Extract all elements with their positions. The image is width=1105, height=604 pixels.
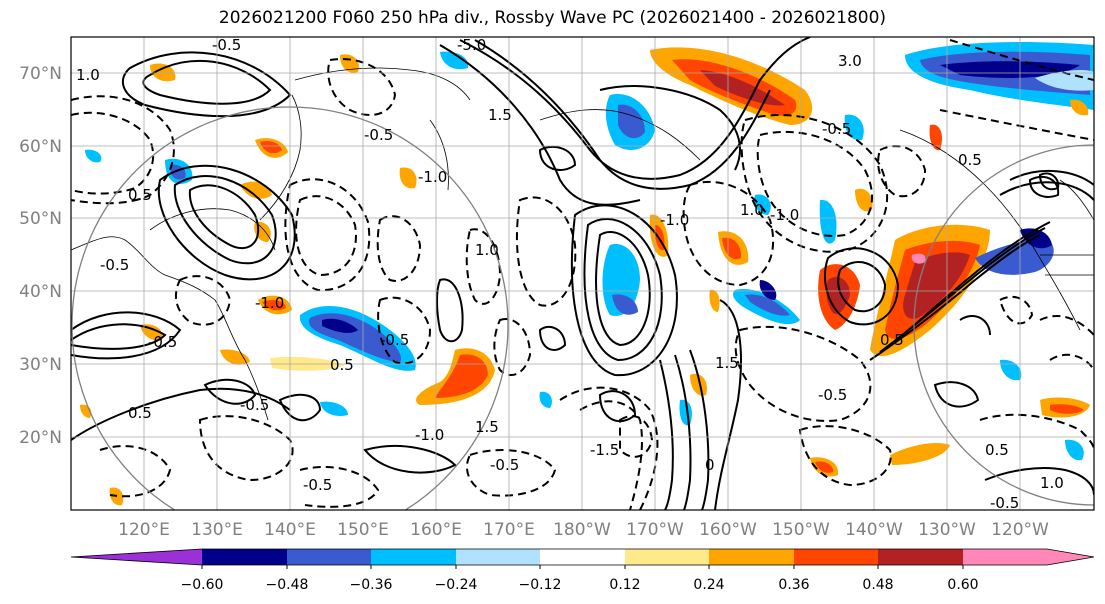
lon-tick: 120°E bbox=[118, 520, 170, 540]
contour-label: 1.0 bbox=[475, 241, 499, 259]
lat-tick: 60°N bbox=[19, 137, 62, 157]
colorbar-segment bbox=[456, 549, 540, 565]
contour-label: -1.0 bbox=[415, 426, 444, 444]
lon-tick: 130°E bbox=[191, 520, 243, 540]
contour-label: -0.5 bbox=[380, 331, 409, 349]
graticule bbox=[71, 37, 1094, 510]
colorbar-label: 0.48 bbox=[862, 577, 893, 593]
colorbar-segment bbox=[709, 549, 794, 565]
lon-tick: 150°E bbox=[337, 520, 389, 540]
contour-label: -0.5 bbox=[148, 333, 177, 351]
colorbar-label: −0.24 bbox=[435, 577, 478, 593]
lon-tick: 130°W bbox=[918, 520, 976, 540]
contour-label: -0.5 bbox=[240, 396, 269, 414]
contour-label: 1.0 bbox=[1040, 474, 1064, 492]
contour-label: -0.5 bbox=[303, 476, 332, 494]
contour-label: -1.5 bbox=[590, 441, 619, 459]
colorbar-label: −0.12 bbox=[519, 577, 562, 593]
contour-label: 0.5 bbox=[958, 151, 982, 169]
contour-label: -0.5 bbox=[364, 126, 393, 144]
contour-label: 1.5 bbox=[715, 354, 739, 372]
lon-tick: 150°W bbox=[772, 520, 830, 540]
contour-label: 0.5 bbox=[985, 441, 1009, 459]
lat-tick: 40°N bbox=[19, 282, 62, 302]
colorbar-segment bbox=[878, 549, 963, 565]
contour-label: -0.5 bbox=[100, 256, 129, 274]
colorbar-label: 0.24 bbox=[693, 577, 724, 593]
lat-tick: 70°N bbox=[19, 64, 62, 84]
colorbar-label: 0.36 bbox=[778, 577, 809, 593]
lon-tick: 170°W bbox=[626, 520, 684, 540]
contour-label: -1.0 bbox=[770, 206, 799, 224]
contour-label: 0.5 bbox=[330, 356, 354, 374]
lon-tick: 160°W bbox=[699, 520, 757, 540]
colorbar-segment bbox=[371, 549, 456, 565]
contour-label: 0.5 bbox=[128, 404, 152, 422]
lat-tick-labels: 70°N 60°N 50°N 40°N 30°N 20°N bbox=[19, 64, 62, 448]
colorbar-label: −0.48 bbox=[266, 577, 309, 593]
colorbar-label: 0.60 bbox=[947, 577, 978, 593]
contour-label: 1.0 bbox=[740, 201, 764, 219]
contour-label: 0.5 bbox=[128, 186, 152, 204]
contour-label: -1.0 bbox=[660, 211, 689, 229]
contour-label: -5.0 bbox=[457, 36, 486, 54]
contour-label: 1.5 bbox=[475, 418, 499, 436]
lon-tick: 120°W bbox=[991, 520, 1049, 540]
lon-tick: 140°W bbox=[845, 520, 903, 540]
contour-label: -0.5 bbox=[990, 494, 1019, 512]
map-title: 2026021200 F060 250 hPa div., Rossby Wav… bbox=[218, 8, 887, 28]
contour-label: 1.0 bbox=[76, 66, 100, 84]
contour-label: -1.0 bbox=[418, 168, 447, 186]
colorbar-segment bbox=[540, 549, 625, 565]
colorbar-segment bbox=[625, 549, 709, 565]
contour-label: -1.0 bbox=[255, 294, 284, 312]
colorbar-label: −0.36 bbox=[350, 577, 393, 593]
lat-tick: 30°N bbox=[19, 355, 62, 375]
plot-frame bbox=[70, 36, 1095, 511]
contour-label: 1.5 bbox=[488, 106, 512, 124]
lon-tick: 160°E bbox=[410, 520, 462, 540]
contour-label: 3.0 bbox=[838, 52, 862, 70]
contour-label: -0.5 bbox=[490, 456, 519, 474]
lon-tick: 140°E bbox=[264, 520, 316, 540]
colorbar-segment bbox=[287, 549, 371, 565]
contour-label: 0.5 bbox=[880, 331, 904, 349]
colorbar-segment bbox=[202, 549, 287, 565]
coastlines bbox=[71, 67, 1094, 421]
lon-tick-labels: 120°E 130°E 140°E 150°E 160°E 170°E 180°… bbox=[118, 520, 1049, 540]
colorbar bbox=[70, 548, 1095, 569]
lon-tick: 170°E bbox=[483, 520, 535, 540]
colorbar-labels: −0.60 −0.48 −0.36 −0.24 −0.12 0.12 0.24 … bbox=[181, 577, 979, 593]
contour-label: -0.5 bbox=[212, 36, 241, 54]
contour-label: -0.5 bbox=[818, 386, 847, 404]
lon-tick: 180°W bbox=[553, 520, 611, 540]
region-circle bbox=[913, 144, 1094, 506]
colorbar-segment bbox=[71, 549, 202, 565]
contour-label: 0 bbox=[705, 456, 715, 474]
colorbar-segment bbox=[963, 549, 1094, 565]
colorbar-label: 0.12 bbox=[609, 577, 640, 593]
contour-labels: -5.0 3.0 -0.5 1.0 1.5 -1.0 -0.5 0.5 -1.0… bbox=[76, 36, 1064, 512]
lat-tick: 20°N bbox=[19, 428, 62, 448]
colorbar-segment bbox=[794, 549, 878, 565]
contour-lines-dashed bbox=[71, 39, 1094, 510]
contour-label: -0.5 bbox=[822, 120, 851, 138]
lat-tick: 50°N bbox=[19, 209, 62, 229]
region-circle bbox=[71, 106, 509, 510]
colorbar-label: −0.60 bbox=[181, 577, 224, 593]
